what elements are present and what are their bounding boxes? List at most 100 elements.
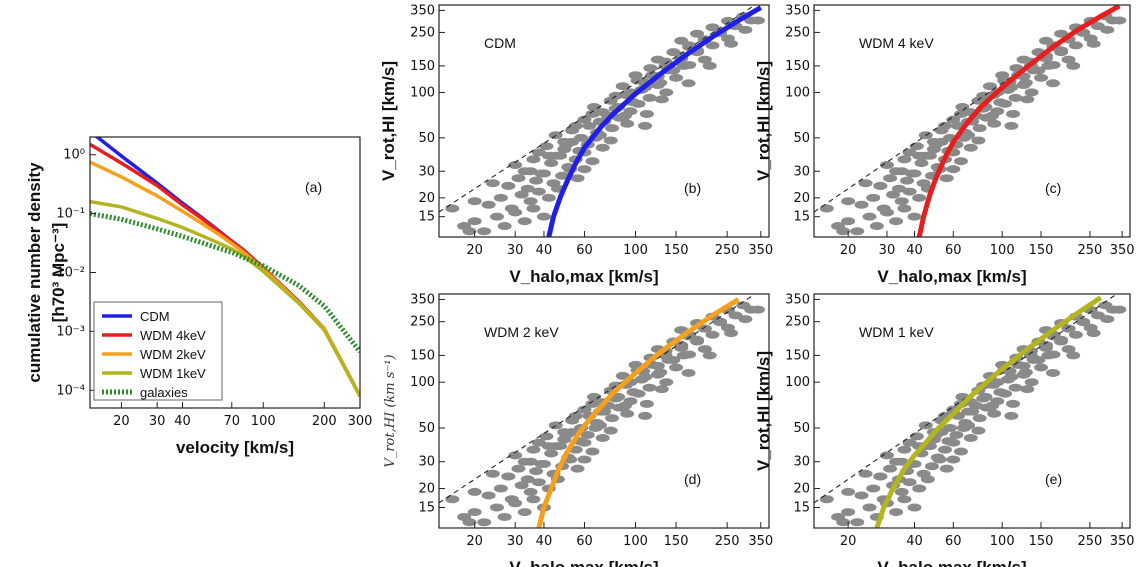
data-point	[1020, 385, 1035, 394]
data-point	[638, 121, 653, 130]
y-axis-unit: [h70³ Mpc⁻³]	[49, 223, 68, 323]
data-point	[738, 315, 753, 324]
data-point	[638, 411, 653, 420]
data-point	[869, 222, 884, 231]
data-point	[705, 41, 720, 50]
data-point	[819, 204, 834, 213]
y-tick-label: 30	[418, 164, 435, 179]
data-point	[1112, 16, 1127, 25]
data-point	[1018, 368, 1033, 377]
data-point	[485, 469, 500, 478]
plot-area	[814, 5, 1127, 237]
data-point	[1068, 41, 1083, 50]
data-point	[585, 157, 600, 166]
one-to-one-line	[439, 294, 757, 504]
y-tick-label: 150	[785, 59, 810, 74]
data-point	[1034, 363, 1049, 372]
y-tick-label: 10⁻³	[56, 324, 85, 339]
data-point	[841, 217, 856, 226]
data-point	[523, 487, 538, 496]
y-tick-label: 20	[793, 191, 810, 206]
plot-area	[439, 294, 765, 528]
y-tick-label: 15	[793, 210, 810, 225]
data-point	[990, 378, 1005, 387]
data-point	[1024, 378, 1039, 387]
data-point	[873, 472, 888, 481]
model-curve	[874, 295, 1103, 528]
data-point	[520, 184, 535, 193]
data-point	[493, 484, 508, 493]
data-point	[682, 350, 697, 359]
data-point	[972, 124, 987, 133]
x-tick-label: 150	[1029, 243, 1054, 258]
y-tick-label: 250	[410, 25, 435, 40]
data-point	[539, 432, 554, 441]
data-point	[481, 491, 496, 500]
y-tick-label: 20	[793, 482, 810, 497]
y-tick-label: 15	[418, 210, 435, 225]
data-point	[924, 462, 939, 471]
data-point	[1004, 411, 1019, 420]
data-point	[894, 487, 909, 496]
data-point	[690, 29, 705, 38]
data-point	[544, 449, 559, 458]
data-point	[643, 64, 658, 73]
data-point	[930, 453, 945, 462]
data-point	[1008, 383, 1023, 392]
x-tick-label: 30	[507, 534, 524, 549]
data-point	[1046, 61, 1061, 70]
data-point	[862, 212, 877, 221]
x-tick-label: 100	[623, 243, 648, 258]
data-point	[445, 495, 460, 504]
data-point	[1038, 36, 1053, 45]
data-point	[659, 378, 674, 387]
data-point	[650, 55, 665, 64]
data-point	[570, 464, 585, 473]
data-point	[626, 388, 641, 397]
data-point	[477, 518, 492, 527]
legend-label: WDM 2keV	[140, 347, 206, 362]
data-point	[902, 187, 917, 196]
data-point	[982, 82, 997, 91]
y-axis-label: V_rot,HI (km s⁻¹)	[383, 354, 398, 467]
y-axis-label: cumulative number density	[25, 162, 44, 383]
data-point	[577, 405, 592, 414]
data-point	[639, 399, 654, 408]
data-point	[523, 167, 538, 176]
data-point	[1086, 329, 1101, 338]
data-point	[674, 343, 689, 352]
data-point	[891, 184, 906, 193]
data-point	[897, 204, 912, 213]
data-point	[618, 111, 633, 120]
x-tick-label: 250	[1078, 243, 1103, 258]
data-point	[511, 174, 526, 183]
data-point	[702, 61, 717, 70]
data-point	[941, 437, 956, 446]
data-point	[928, 140, 943, 149]
data-point	[642, 93, 657, 102]
panel-annotation: (a)	[305, 179, 322, 195]
data-point	[541, 442, 556, 451]
data-point	[1038, 343, 1053, 352]
y-tick-label: 100	[410, 85, 435, 100]
x-tick-label: 60	[576, 243, 593, 258]
data-point	[993, 98, 1008, 107]
data-point	[937, 445, 952, 454]
data-point	[539, 142, 554, 151]
data-point	[876, 204, 891, 213]
data-point	[485, 179, 500, 188]
data-point	[836, 518, 851, 527]
panel-label: WDM 2 keV	[484, 324, 559, 340]
x-tick-label: 20	[840, 243, 857, 258]
data-point	[939, 174, 954, 183]
data-point	[1066, 351, 1081, 360]
y-tick-label: 100	[785, 375, 810, 390]
data-point	[604, 414, 619, 423]
data-point	[585, 447, 600, 456]
data-point	[639, 109, 654, 118]
data-point	[682, 61, 697, 70]
data-point	[514, 190, 529, 199]
data-point	[1018, 78, 1033, 87]
data-point	[467, 197, 482, 206]
one-to-one-line	[439, 5, 757, 213]
